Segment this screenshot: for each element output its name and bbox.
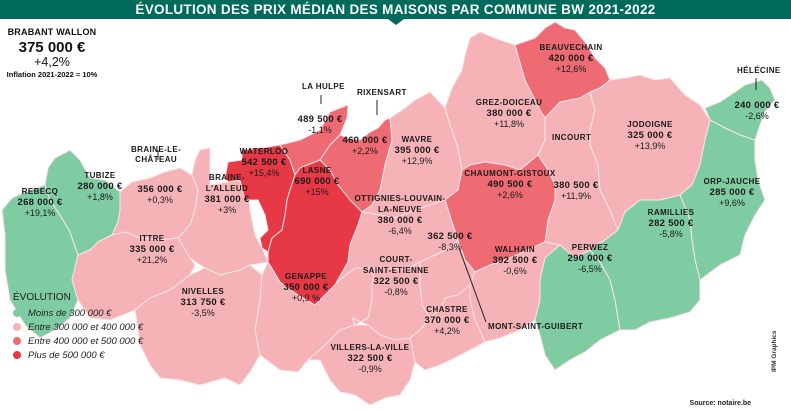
- region-change: +4,2%: [34, 55, 70, 69]
- label-walhain: WALHAIN 392 500 € -0,6%: [492, 245, 538, 276]
- region-villers-la-ville[interactable]: [307, 324, 416, 406]
- label-chaumont-gistoux: CHAUMONT-GISTOUX 490 500 € +2,6%: [464, 169, 556, 200]
- region-summary: BRABANT WALLON 375 000 € +4,2% Inflation…: [6, 27, 98, 79]
- label-nivelles: NIVELLES 313 750 € -3,5%: [180, 287, 226, 318]
- region-name: BRABANT WALLON: [7, 27, 97, 37]
- label-incourt-name: INCOURT: [552, 133, 592, 142]
- region-price: 375 000 €: [18, 39, 86, 56]
- title-bar: [0, 0, 791, 19]
- label-jodoigne: JODOIGNE 325 000 € +13,9%: [627, 120, 673, 151]
- label-helecine-name: HÉLÉCINE: [737, 66, 781, 75]
- legend-item-over-500k: Plus de 500 000 €: [13, 348, 143, 362]
- label-perwez: PERWEZ 290 000 € -6,5%: [567, 243, 613, 274]
- legend-label: Entre 300 000 et 400 000 €: [28, 321, 144, 333]
- label-la-hulpe: 489 500 € -1,1%: [297, 114, 343, 135]
- label-rixensart: 460 000 € +2,2%: [342, 135, 388, 156]
- legend: ÉVOLUTION Moins de 300 000 € Entre 300 0…: [13, 292, 143, 362]
- page-title: ÉVOLUTION DES PRIX MÉDIAN DES MAISONS PA…: [135, 2, 656, 17]
- region-inflation: Inflation 2021-2022 = 10%: [6, 70, 98, 79]
- label-chastre: CHASTRE 370 000 € +4,2%: [424, 305, 470, 336]
- label-mont-saint-guibert-name: MONT-SAINT-GUIBERT: [488, 322, 584, 331]
- label-braine-l-alleud: BRAINE- L'ALLEUD 381 000 € +3%: [204, 173, 250, 215]
- label-grez-doiceau: GREZ-DOICEAU 380 000 € +11,8%: [475, 98, 543, 129]
- label-wavre: WAVRE 395 000 € +12,9%: [394, 135, 440, 166]
- label-tubize: TUBIZE 280 000 € +1,8%: [77, 171, 123, 202]
- title-notch: [388, 19, 404, 25]
- label-rixensart-name: RIXENSART: [357, 88, 407, 97]
- legend-item-under-300k: Moins de 300 000 €: [13, 306, 143, 320]
- region-ramillies[interactable]: [589, 194, 701, 331]
- label-orp-jauche: ORP-JAUCHE 285 000 € +9,6%: [703, 177, 761, 208]
- legend-item-400k-500k: Entre 400 000 et 500 000 €: [13, 334, 143, 348]
- label-beauvechain: BEAUVECHAIN 420 000 € +12,6%: [539, 43, 603, 74]
- credit-note: IPM Graphics: [771, 330, 778, 372]
- label-villers-la-ville: VILLERS-LA-VILLE 322 500 € -0,9%: [330, 343, 410, 374]
- label-incourt: 380 500 € +11,9%: [553, 180, 599, 201]
- legend-label: Moins de 300 000 €: [28, 307, 112, 319]
- legend-dot-light-pink: [13, 323, 21, 331]
- legend-label: Plus de 500 000 €: [28, 349, 105, 361]
- leader-line-mont-saint-guibert: [458, 247, 487, 323]
- label-helecine: 240 000 € -2,6%: [734, 100, 780, 121]
- legend-dot-salmon: [13, 337, 21, 345]
- source-note: Source: notaire.be: [689, 400, 751, 407]
- legend-dot-green: [13, 309, 21, 317]
- label-mont-saint-guibert: 362 500 € -8,3%: [427, 231, 473, 252]
- label-braine-le-chateau-name: BRAINE-LE- CHÂTEAU: [131, 145, 182, 164]
- label-waterloo: WATERLOO 542 500 € +15,4%: [239, 147, 289, 178]
- label-la-hulpe-name: LA HULPE: [302, 82, 345, 91]
- label-genappe: GENAPPE 350 000 € +0,9 %: [283, 272, 329, 303]
- label-ittre: ITTRE 335 000 € +21,2%: [129, 234, 175, 265]
- legend-dot-red: [13, 351, 21, 359]
- region-nivelles[interactable]: [134, 264, 263, 386]
- label-lasne: LASNE 690 000 € +15%: [294, 166, 340, 197]
- label-ottignies-louvain-la-neuve: OTTIGNIES-LOUVAIN- LA-NEUVE 380 000 € -6,4%: [354, 194, 446, 236]
- region-perwez[interactable]: [534, 244, 621, 371]
- legend-item-300k-400k: Entre 300 000 et 400 000 €: [13, 320, 143, 334]
- label-court-saint-etienne: COURT- SAINT-ETIENNE 322 500 € -0,8%: [362, 255, 430, 297]
- label-braine-le-chateau: 356 000 € +0,3%: [137, 184, 183, 205]
- legend-title: ÉVOLUTION: [13, 292, 71, 303]
- label-ramillies: RAMILLIES 282 500 € -5,8%: [647, 208, 695, 239]
- legend-label: Entre 400 000 et 500 000 €: [28, 335, 144, 347]
- label-rebecq: REBECQ 268 000 € +19,1%: [17, 187, 63, 218]
